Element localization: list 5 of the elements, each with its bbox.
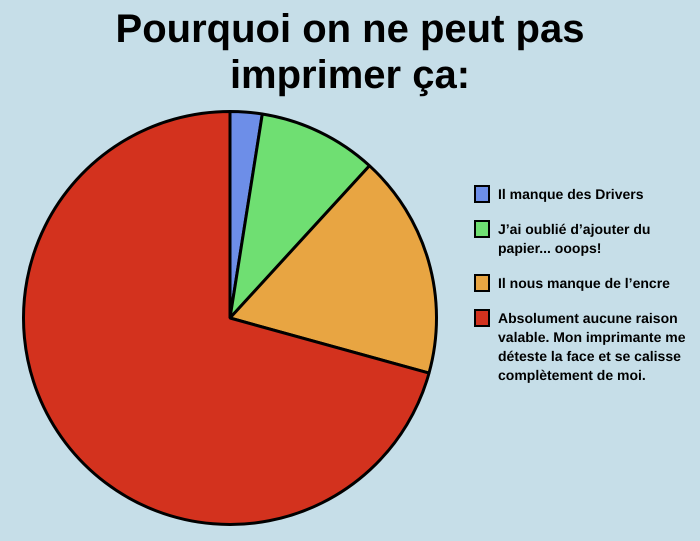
legend-label: Absolument aucune raison valable. Mon imprimante me déteste la face et se calisse complètement de moi. [498, 309, 686, 385]
legend-label: J’ai oublié d’ajouter du papier... ooops! [498, 220, 652, 258]
legend-label: Il nous manque de l’encre [498, 274, 670, 293]
legend-label: Il manque des Drivers [498, 185, 644, 204]
chart-title: Pourquoi on ne peut pas imprimer ça: [114, 6, 586, 98]
